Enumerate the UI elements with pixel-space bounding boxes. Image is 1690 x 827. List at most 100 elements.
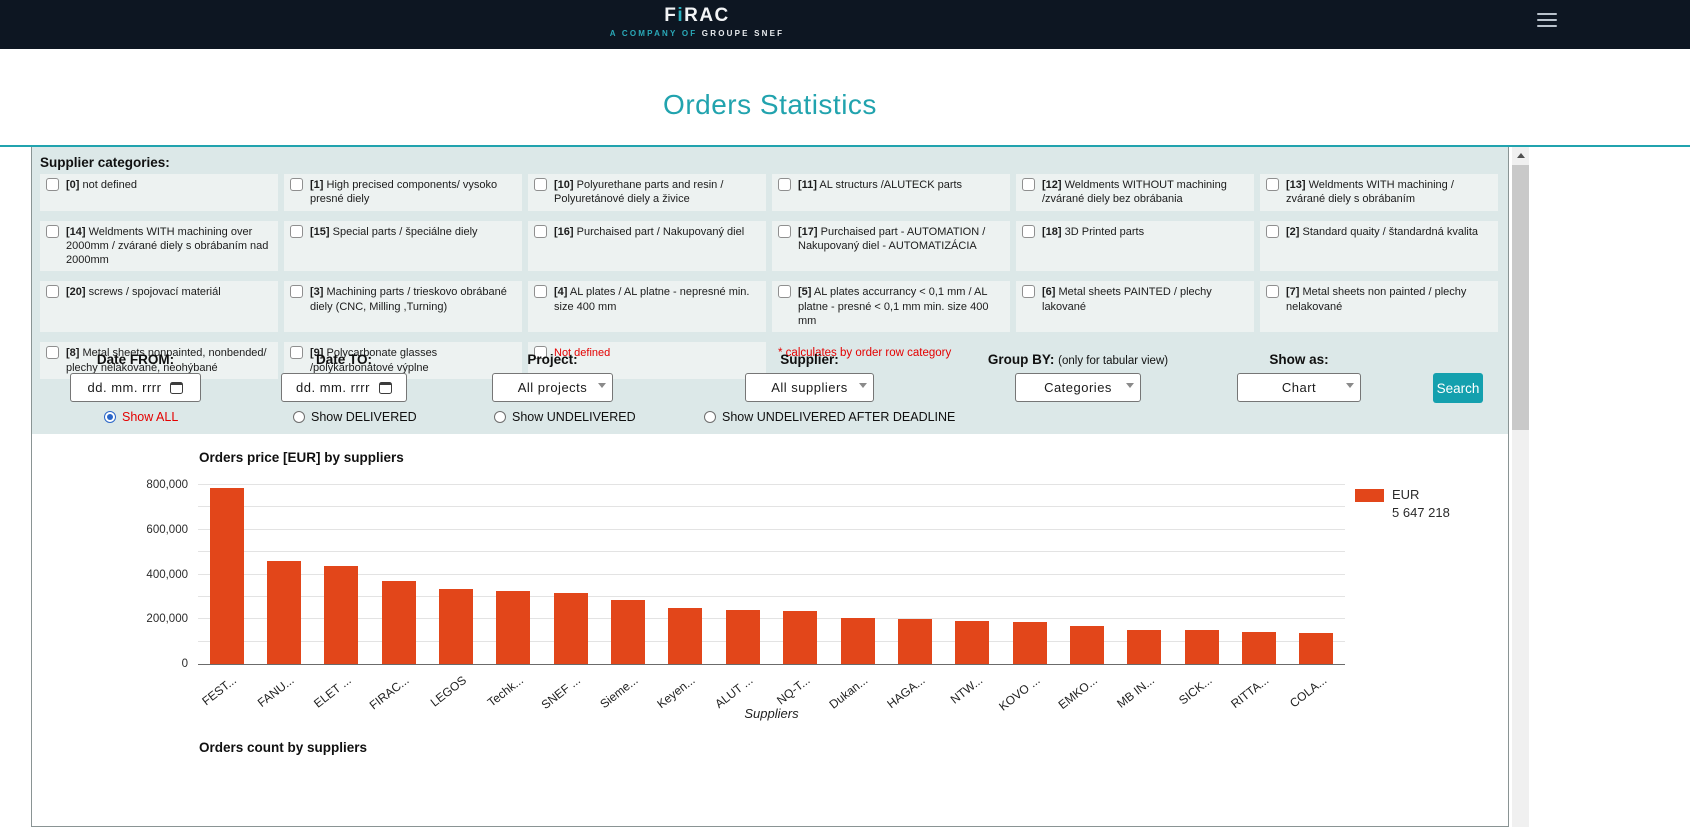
- radio-icon[interactable]: [293, 411, 305, 423]
- bar: [897, 619, 932, 664]
- logo-tagline: A COMPANY OF GROUPE SNEF: [0, 29, 1394, 38]
- checkbox-icon[interactable]: [1022, 285, 1035, 299]
- view-option[interactable]: Show ALL: [104, 410, 178, 424]
- legend-total: 5 647 218: [1392, 505, 1450, 520]
- bar: [381, 580, 416, 664]
- logo-wordmark: FiRAC: [0, 5, 1394, 27]
- category-option[interactable]: [14] Weldments WITH machining over 2000m…: [40, 220, 278, 272]
- scroll-up-button[interactable]: [1512, 147, 1529, 164]
- project-selected-value: All projects: [517, 380, 588, 395]
- radio-label: Show UNDELIVERED AFTER DEADLINE: [722, 410, 956, 424]
- bar: [209, 488, 244, 664]
- date-to-placeholder: dd. mm. rrrr: [296, 380, 370, 395]
- categories-heading: Supplier categories:: [40, 155, 170, 170]
- checkbox-icon[interactable]: [46, 178, 59, 191]
- y-axis-tick: 0: [181, 658, 188, 670]
- view-option[interactable]: Show UNDELIVERED: [494, 410, 636, 424]
- checkbox-icon[interactable]: [1266, 178, 1279, 191]
- checkbox-icon[interactable]: [290, 346, 303, 360]
- category-option[interactable]: [6] Metal sheets PAINTED / plechy lakova…: [1016, 281, 1254, 333]
- app-header: FiRAC A COMPANY OF GROUPE SNEF: [0, 0, 1690, 49]
- category-option[interactable]: [3] Machining parts / trieskovo obrábané…: [284, 281, 522, 333]
- supplier-select[interactable]: All suppliers: [745, 373, 874, 402]
- category-option-not-defined[interactable]: Not defined: [528, 342, 766, 379]
- caret-down-icon: [598, 383, 606, 388]
- gridline: [198, 506, 1345, 508]
- caret-down-icon: [1346, 383, 1354, 388]
- category-option[interactable]: [13] Weldments WITH machining / zvárané …: [1260, 174, 1498, 211]
- category-option[interactable]: [8] Metal sheets nonpainted, nonbended/ …: [40, 342, 278, 379]
- checkbox-icon[interactable]: [778, 285, 791, 299]
- view-option[interactable]: Show DELIVERED: [293, 410, 417, 424]
- checkbox-icon[interactable]: [290, 285, 303, 299]
- date-from-filter: Date FROM: dd. mm. rrrr: [70, 352, 201, 402]
- search-button[interactable]: Search: [1433, 373, 1483, 403]
- checkbox-icon[interactable]: [1022, 178, 1035, 191]
- category-option[interactable]: [1] High precised components/ vysoko pre…: [284, 174, 522, 211]
- checkbox-icon[interactable]: [778, 224, 791, 238]
- checkbox-icon[interactable]: [290, 224, 303, 238]
- checkbox-icon[interactable]: [46, 346, 59, 360]
- category-option[interactable]: [18] 3D Printed parts: [1016, 220, 1254, 272]
- panel-scrollbar[interactable]: [1512, 147, 1529, 827]
- show-as-label: Show as:: [1269, 352, 1329, 367]
- checkbox-icon[interactable]: [534, 178, 547, 191]
- category-label: [12] Weldments WITHOUT machining /zváran…: [1042, 179, 1227, 206]
- radio-icon[interactable]: [104, 411, 116, 423]
- chart-legend: EUR 5 647 218: [1355, 486, 1450, 522]
- category-option[interactable]: [10] Polyurethane parts and resin / Poly…: [528, 174, 766, 211]
- date-from-placeholder: dd. mm. rrrr: [87, 380, 162, 395]
- logo-tagline-accent: A COMPANY OF: [609, 29, 698, 38]
- category-label: [6] Metal sheets PAINTED / plechy lakova…: [1042, 286, 1212, 313]
- checkbox-icon[interactable]: [290, 178, 303, 191]
- checkbox-icon[interactable]: [46, 285, 59, 299]
- y-axis-tick: 600,000: [146, 523, 188, 536]
- show-as-select[interactable]: Chart: [1237, 373, 1361, 402]
- project-select[interactable]: All projects: [492, 373, 613, 402]
- checkbox-icon[interactable]: [46, 224, 59, 238]
- category-label: [20] screws / spojovací materiál: [66, 286, 221, 299]
- category-grid: [0] not defined [1] High precised compone…: [40, 174, 1498, 379]
- category-label: Not defined: [554, 347, 611, 360]
- calendar-icon[interactable]: [170, 381, 184, 394]
- category-option[interactable]: [5] AL plates accurrancy < 0,1 mm / AL p…: [772, 281, 1010, 333]
- checkbox-icon[interactable]: [534, 285, 547, 299]
- category-option[interactable]: [4] AL plates / AL platne - nepresné min…: [528, 281, 766, 333]
- category-option[interactable]: [16] Purchaised part / Nakupovaný diel: [528, 220, 766, 272]
- menu-icon[interactable]: [1537, 13, 1557, 31]
- bar: [783, 610, 818, 664]
- bar: [611, 599, 646, 664]
- view-options: Show ALL Show DELIVERED Show UNDELIVERED Sh…: [32, 410, 1508, 430]
- checkbox-icon[interactable]: [1022, 224, 1035, 238]
- category-option[interactable]: [0] not defined: [40, 174, 278, 211]
- category-option[interactable]: [17] Purchaised part - AUTOMATION / Naku…: [772, 220, 1010, 272]
- caret-down-icon: [1126, 383, 1134, 388]
- radio-icon[interactable]: [494, 411, 506, 423]
- checkbox-icon[interactable]: [1266, 224, 1279, 238]
- checkbox-icon[interactable]: [1266, 285, 1279, 299]
- checkbox-icon[interactable]: [534, 224, 547, 238]
- radio-icon[interactable]: [704, 411, 716, 423]
- category-option[interactable]: [20] screws / spojovací materiál: [40, 281, 278, 333]
- date-to-input[interactable]: dd. mm. rrrr: [281, 373, 407, 402]
- category-option[interactable]: [2] Standard quaity / štandardná kvalita: [1260, 220, 1498, 272]
- category-option[interactable]: [7] Metal sheets non painted / plechy ne…: [1260, 281, 1498, 333]
- group-by-select[interactable]: Categories: [1015, 373, 1141, 402]
- category-option[interactable]: [15] Special parts / špeciálne diely: [284, 220, 522, 272]
- bar: [1127, 629, 1162, 664]
- date-from-input[interactable]: dd. mm. rrrr: [70, 373, 201, 402]
- checkbox-icon[interactable]: [534, 346, 547, 360]
- gridline: [198, 573, 1345, 575]
- scrollbar-thumb[interactable]: [1512, 165, 1529, 430]
- gridline: [198, 484, 1345, 485]
- checkbox-icon[interactable]: [778, 178, 791, 191]
- date-to-filter: Date TO: dd. mm. rrrr: [281, 352, 407, 402]
- count-chart-title: Orders count by suppliers: [199, 740, 368, 755]
- category-option[interactable]: [9] Polycarbonate glasses /polykarbonáto…: [284, 342, 522, 379]
- category-option[interactable]: [11] AL structurs /ALUTECK parts: [772, 174, 1010, 211]
- calendar-icon[interactable]: [378, 381, 392, 394]
- category-label: [5] AL plates accurrancy < 0,1 mm / AL p…: [798, 286, 989, 328]
- show-as-filter: Show as: Chart: [1237, 352, 1361, 402]
- view-option[interactable]: Show UNDELIVERED AFTER DEADLINE: [704, 410, 955, 424]
- category-option[interactable]: [12] Weldments WITHOUT machining /zváran…: [1016, 174, 1254, 211]
